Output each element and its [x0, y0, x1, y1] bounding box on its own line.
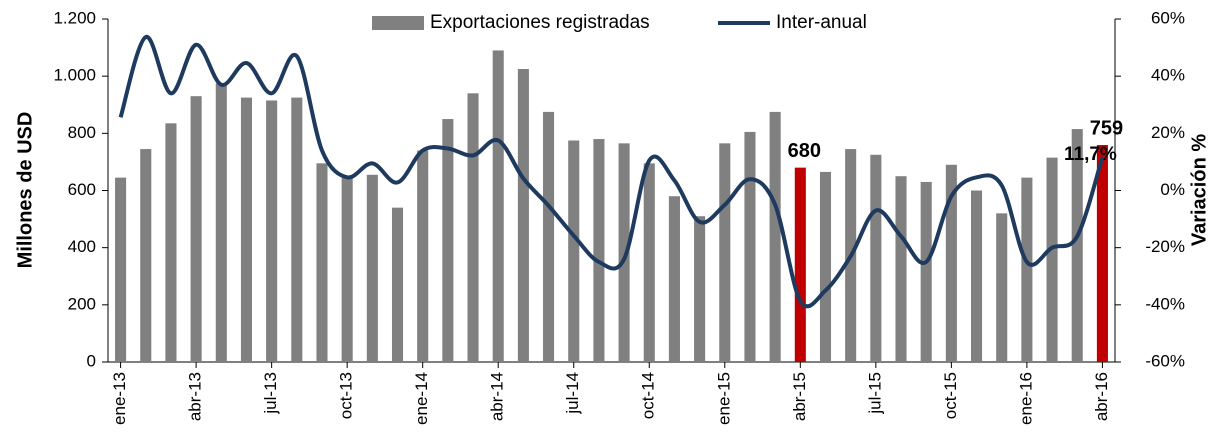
x-tick-label: jul-13: [261, 372, 280, 415]
y2-tick-label: -20%: [1145, 237, 1185, 256]
bar: [492, 50, 504, 363]
bar: [996, 213, 1008, 362]
line: [118, 34, 1105, 309]
bar: [1046, 157, 1058, 362]
bar: [643, 163, 655, 362]
y-tick-label: 600: [68, 180, 96, 199]
bar: [316, 163, 328, 362]
x-tick-label: ene-15: [714, 372, 733, 425]
bar: [744, 131, 756, 362]
x-tick-label: oct-13: [337, 372, 356, 419]
y-axis-title: Millones de USD: [14, 112, 36, 269]
bar: [215, 83, 227, 362]
bar: [769, 111, 781, 362]
bar: [240, 97, 253, 363]
bar: [819, 171, 832, 362]
x-tick-label: jul-14: [563, 372, 582, 415]
y2-axis-title: Variación %: [1188, 134, 1210, 246]
x-tick-label: ene-14: [412, 372, 431, 425]
x-tick-label: oct-14: [639, 372, 658, 419]
bar: [970, 190, 983, 362]
bar: [1021, 177, 1033, 362]
bar: [1096, 145, 1108, 362]
bar: [115, 177, 127, 362]
bar: [668, 196, 680, 362]
bar: [1071, 129, 1083, 362]
bar: [165, 123, 177, 363]
bar: [517, 69, 529, 362]
bar: [895, 176, 907, 362]
y2-tick-label: 40%: [1151, 66, 1185, 85]
y2-tick-label: 0%: [1160, 180, 1185, 199]
bar: [719, 143, 731, 362]
x-tick-label: ene-13: [110, 372, 129, 425]
x-tick-label: abr-15: [790, 372, 809, 421]
bar: [391, 207, 404, 362]
x-tick-label: ene-16: [1016, 372, 1035, 425]
legend-label: Exportaciones registradas: [430, 12, 650, 33]
bar: [945, 164, 957, 362]
y-tick-label: 0: [87, 351, 96, 370]
y-tick-label: 200: [68, 294, 96, 313]
y-tick-label: 1.200: [53, 8, 96, 27]
bar: [870, 154, 882, 362]
legend-label: Inter-anual: [776, 12, 867, 33]
x-tick-label: abr-14: [488, 372, 507, 421]
bar: [568, 140, 580, 362]
bar: [794, 167, 806, 362]
y-tick-label: 800: [68, 123, 96, 142]
bar: [140, 149, 152, 362]
bar: [341, 176, 353, 362]
x-tick-label: abr-13: [186, 372, 205, 421]
y-tick-label: 400: [68, 237, 96, 256]
x-tick-label: abr-16: [1092, 372, 1111, 421]
y2-tick-label: -40%: [1145, 294, 1185, 313]
bar: [467, 93, 479, 363]
bar: [593, 139, 605, 362]
bar-value-label: 680: [788, 140, 821, 162]
bar: [920, 181, 932, 362]
y2-tick-label: 60%: [1151, 8, 1185, 27]
bar: [543, 111, 555, 362]
y2-tick-label: 20%: [1151, 123, 1185, 142]
bar-value-label: 759: [1090, 117, 1123, 139]
y-tick-label: 1.000: [53, 66, 96, 85]
y2-tick-label: -60%: [1145, 351, 1185, 370]
bar: [694, 216, 706, 362]
line-value-label: 11,7%: [1064, 144, 1117, 165]
bar: [366, 174, 378, 362]
bar: [442, 119, 454, 363]
x-tick-label: oct-15: [941, 372, 960, 419]
bar: [190, 96, 202, 363]
bar: [417, 150, 429, 362]
bar: [618, 143, 630, 362]
legend-swatch: [372, 16, 424, 30]
bar: [266, 100, 278, 363]
bar: [291, 97, 303, 363]
x-tick-label: jul-15: [865, 372, 884, 415]
